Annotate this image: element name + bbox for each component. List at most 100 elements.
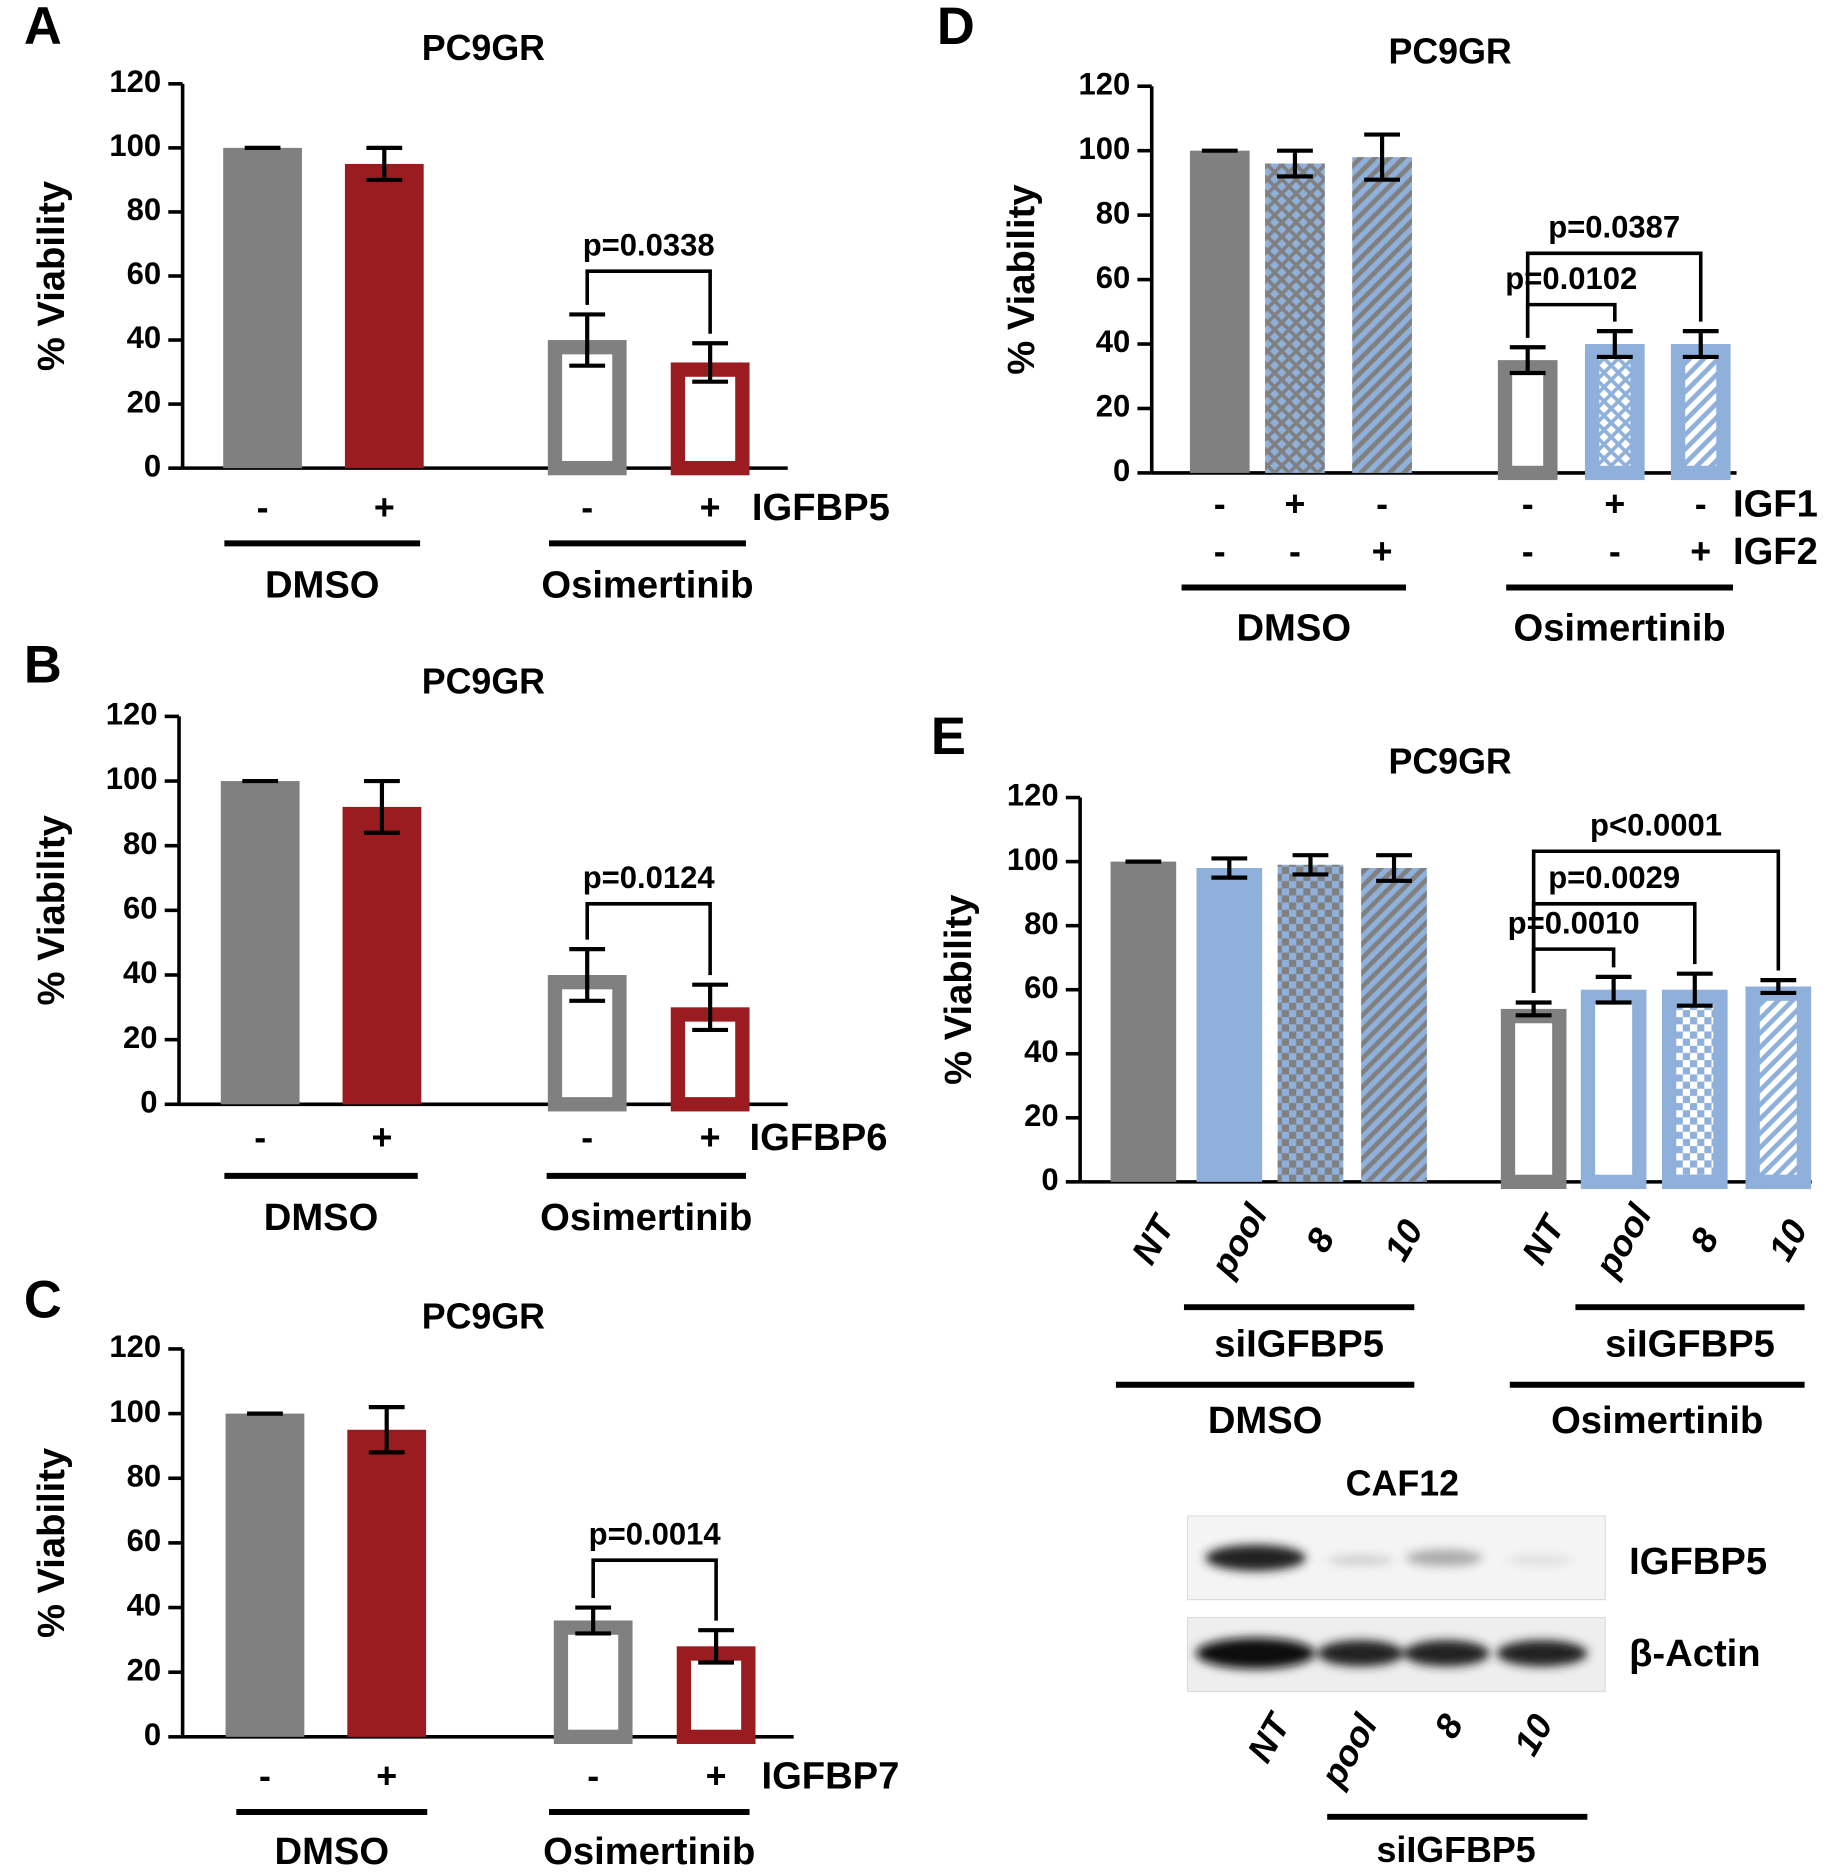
row-label: IGF2 — [1733, 530, 1818, 573]
row-value: + — [371, 1118, 392, 1158]
row-value: - — [581, 487, 593, 527]
group-label: DMSO — [275, 1830, 390, 1872]
p-value: p=0.0010 — [1508, 905, 1640, 940]
group-label: DMSO — [1208, 1399, 1323, 1442]
y-tick-label: 60 — [123, 891, 158, 926]
subgroup-label: siIGFBP5 — [1605, 1323, 1775, 1366]
error-bar — [1277, 148, 1313, 179]
y-tick-label: 80 — [127, 192, 162, 227]
x-tick-label: 10 — [1761, 1213, 1816, 1268]
row-value: - — [1214, 484, 1226, 524]
x-tick-label: 8 — [1298, 1222, 1343, 1259]
p-value: p=0.0124 — [583, 860, 716, 895]
comparison-bracket — [1525, 302, 1617, 338]
row-value: + — [1604, 484, 1625, 524]
comparison-bracket — [1531, 947, 1616, 993]
p-value: p=0.0029 — [1548, 860, 1680, 895]
x-tick-label: NT — [1124, 1207, 1184, 1271]
row-value: + — [700, 1118, 721, 1158]
comparison-bracket — [1525, 251, 1703, 338]
error-bar — [692, 982, 729, 1033]
bar — [676, 1646, 756, 1745]
y-tick-label: 60 — [1096, 260, 1131, 295]
bar — [1189, 150, 1250, 473]
row-value: - — [257, 487, 269, 527]
p-value: p=0.0387 — [1548, 210, 1680, 245]
group-label: Osimertinib — [540, 1196, 752, 1239]
row-label: IGFBP6 — [750, 1116, 888, 1159]
y-tick-label: 20 — [1024, 1098, 1059, 1133]
y-tick-label: 40 — [127, 320, 162, 355]
panel-letter: B — [24, 636, 62, 695]
row-value: - — [1214, 532, 1226, 572]
y-tick-label: 100 — [109, 1394, 161, 1429]
y-tick-label: 80 — [1096, 195, 1131, 230]
row-value: + — [374, 487, 395, 527]
bands — [1195, 1544, 1588, 1669]
group-label: DMSO — [265, 564, 380, 607]
bar-pattern — [1277, 864, 1344, 1182]
error-bar — [1595, 974, 1632, 1005]
y-tick-label: 40 — [123, 955, 158, 990]
x-tick-label: pool — [1202, 1197, 1275, 1284]
group-label: Osimertinib — [543, 1830, 755, 1872]
p-value: p<0.0001 — [1590, 808, 1722, 843]
western-blot: CAF12 IGFBP5 β-Actin NT pool 8 10 siIGFB… — [1186, 1464, 1767, 1870]
group-label: Osimertinib — [1513, 607, 1725, 650]
group-label: DMSO — [1236, 607, 1351, 650]
row-value: - — [259, 1756, 271, 1796]
p-value: p=0.0102 — [1505, 261, 1637, 296]
row-value: - — [1289, 532, 1301, 572]
lane-label: NT — [1240, 1705, 1300, 1769]
bar — [223, 147, 302, 469]
bar — [1670, 344, 1731, 481]
y-axis-label: % Viability — [1000, 184, 1043, 375]
row-value: - — [587, 1756, 599, 1796]
row-value: + — [706, 1756, 727, 1796]
p-value: p=0.0014 — [589, 1517, 722, 1552]
y-tick-label: 0 — [144, 1717, 161, 1752]
error-bar — [1676, 971, 1713, 1008]
error-bar — [366, 145, 403, 183]
error-bar — [1760, 978, 1797, 995]
error-bar — [1211, 856, 1248, 880]
bar — [1196, 868, 1263, 1182]
error-bar — [368, 1405, 405, 1455]
y-tick-label: 80 — [1024, 906, 1059, 941]
y-tick-label: 60 — [127, 256, 162, 291]
comparison-bracket — [591, 1558, 718, 1621]
y-tick-label: 40 — [1024, 1034, 1059, 1069]
y-tick-label: 40 — [127, 1588, 162, 1623]
error-bar — [569, 312, 606, 368]
bar-pattern — [1361, 868, 1427, 1182]
row-label: IGFBP7 — [761, 1755, 899, 1798]
bar-pattern — [1352, 157, 1412, 473]
error-bar — [1509, 345, 1546, 376]
y-axis-label: % Viability — [937, 894, 980, 1085]
y-tick-label: 20 — [123, 1020, 158, 1055]
row-value: - — [1695, 484, 1707, 524]
row-label: IGF1 — [1733, 482, 1818, 525]
error-bar — [692, 341, 729, 384]
y-tick-label: 120 — [1007, 778, 1059, 813]
y-tick-label: 20 — [127, 384, 162, 419]
bar — [344, 163, 424, 469]
y-tick-label: 40 — [1096, 324, 1131, 359]
error-bar — [569, 947, 606, 1003]
row-value: - — [1609, 532, 1621, 572]
y-tick-label: 120 — [1079, 66, 1131, 101]
bar — [1500, 1008, 1567, 1190]
row-value: - — [1522, 532, 1534, 572]
row-value: - — [1522, 484, 1534, 524]
row-value: - — [254, 1118, 266, 1158]
panel-letter: A — [24, 0, 62, 56]
y-axis-label: % Viability — [30, 814, 73, 1005]
error-bar — [698, 1628, 735, 1665]
error-bar — [1292, 853, 1329, 877]
row-value: + — [1372, 532, 1393, 572]
y-tick-label: 80 — [127, 1458, 162, 1493]
panel-letter: C — [24, 1270, 62, 1329]
x-tick-label: 10 — [1376, 1213, 1431, 1268]
